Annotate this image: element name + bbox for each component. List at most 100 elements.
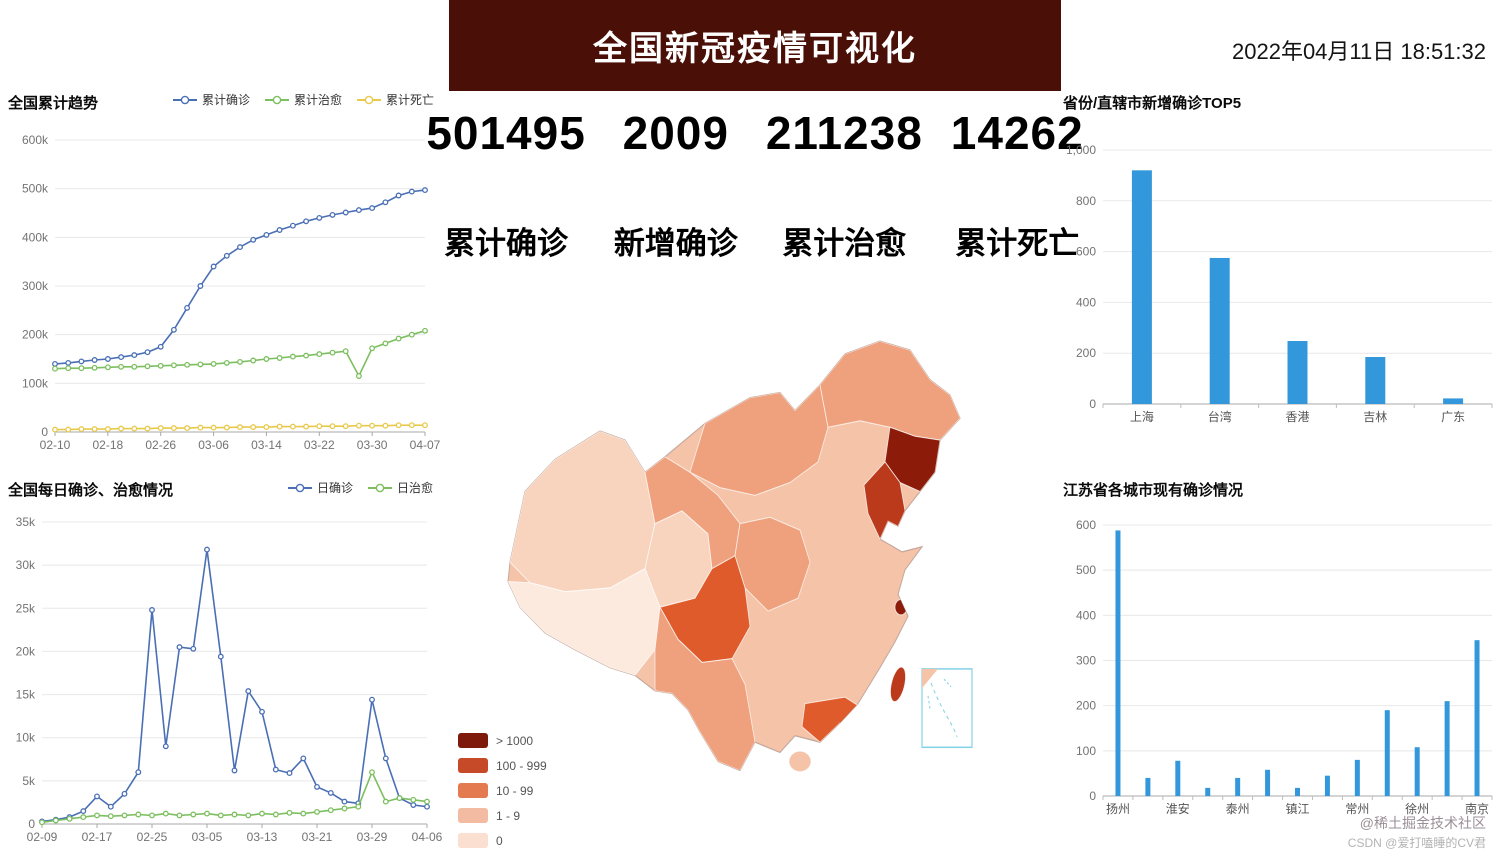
bar-上海[interactable] <box>1131 170 1152 404</box>
data-point <box>157 362 164 369</box>
legend-item-日确诊[interactable]: 日确诊 <box>287 479 353 496</box>
map-region-hainan[interactable] <box>788 750 812 773</box>
daily-cases-chart[interactable]: 0 5k 10k 15k 20k 25k 30k 35k 02-09 02-17 02-25 03-0… <box>2 503 448 853</box>
data-point <box>369 345 376 352</box>
data-point <box>410 802 417 808</box>
data-point <box>237 244 243 251</box>
bar-镇江[interactable] <box>1295 787 1300 796</box>
data-point <box>369 696 375 703</box>
x-tick-label: 02-17 <box>82 830 113 844</box>
data-point <box>369 769 375 776</box>
bar-item-9[interactable] <box>1384 710 1390 796</box>
legend-item-累计确诊[interactable]: 累计确诊 <box>172 91 250 108</box>
bar-徐州[interactable] <box>1414 747 1420 796</box>
legend-item-日治愈[interactable]: 日治愈 <box>367 479 433 496</box>
data-point <box>197 283 204 289</box>
data-point <box>149 607 155 613</box>
y-tick-label: 200 <box>1076 346 1096 360</box>
data-point <box>204 546 210 553</box>
data-point <box>91 357 98 363</box>
x-tick-label: 03-30 <box>357 438 388 452</box>
data-point <box>300 810 307 817</box>
data-point <box>210 263 217 270</box>
bar-南京[interactable] <box>1474 640 1480 796</box>
data-point <box>149 812 155 819</box>
data-point <box>263 231 270 238</box>
data-point <box>190 811 197 818</box>
cumulative-trend-legend: 累计确诊 累计治愈 累计死亡 <box>172 91 434 108</box>
y-tick-label: 600k <box>22 133 49 147</box>
data-point <box>289 423 296 430</box>
x-tick-label: 镇江 <box>1285 802 1309 816</box>
x-tick-label: 常州 <box>1345 802 1369 816</box>
legend-line-icon <box>173 95 197 104</box>
data-point <box>272 766 279 773</box>
map-region-shanghai[interactable] <box>894 598 908 616</box>
bar-item-5[interactable] <box>1265 769 1271 796</box>
top5-provinces-bar-chart[interactable]: 0 200 400 600 800 1,000 上海 台湾 香港 吉林 广东 <box>1058 116 1508 432</box>
x-tick-label: 04-07 <box>410 438 441 452</box>
x-tick-label: 扬州 <box>1106 801 1130 816</box>
china-choropleth-map[interactable] <box>450 318 1015 800</box>
data-point <box>131 363 138 370</box>
bar-item-1[interactable] <box>1145 777 1151 796</box>
data-point <box>355 373 362 379</box>
bar-item-11[interactable] <box>1444 701 1450 796</box>
data-point <box>259 810 265 817</box>
map-region-heilongjiang[interactable] <box>819 341 960 441</box>
data-point <box>176 812 183 819</box>
map-legend-row: 0 <box>458 833 547 848</box>
bar-淮安[interactable] <box>1175 760 1181 796</box>
bar-item-3[interactable] <box>1205 787 1211 796</box>
cumulative-svg: 0 100k 200k 300k 400k 500k 600k 02-10 02-18 02-26… <box>22 133 441 452</box>
y-tick-label: 200k <box>22 328 49 342</box>
legend-item-累计死亡[interactable]: 累计死亡 <box>356 91 434 108</box>
y-tick-label: 500k <box>22 182 49 196</box>
daily-cases-title: 全国每日确诊、治愈情况 <box>8 482 174 499</box>
x-tick-label: 香港 <box>1285 410 1309 424</box>
data-point <box>408 188 415 195</box>
legend-item-累计治愈[interactable]: 累计治愈 <box>264 91 342 108</box>
data-point <box>170 362 177 369</box>
legend-line-icon <box>357 95 382 104</box>
series-line-累计确诊[interactable] <box>54 189 426 365</box>
data-point <box>382 199 389 206</box>
data-point <box>263 356 270 362</box>
map-legend-swatch <box>458 733 488 748</box>
data-point <box>121 790 128 797</box>
cumulative-trend-chart[interactable]: 0 100k 200k 300k 400k 500k 600k 02-10 02-18 02-26… <box>2 116 448 458</box>
data-point <box>327 807 334 814</box>
map-region-xinjiang[interactable] <box>509 430 656 593</box>
bar-泰州[interactable] <box>1235 777 1241 796</box>
x-tick-label: 淮安 <box>1166 801 1190 816</box>
y-tick-label: 0 <box>41 425 48 439</box>
x-tick-label: 03-29 <box>357 830 388 844</box>
bar-扬州[interactable] <box>1115 530 1121 796</box>
data-point <box>342 209 349 216</box>
y-tick-label: 0 <box>28 817 35 831</box>
map-region-liaoning[interactable] <box>863 461 906 541</box>
map-region-taiwan[interactable] <box>887 665 908 704</box>
data-point <box>422 422 428 429</box>
map-legend-label: 1 - 9 <box>496 808 521 823</box>
data-point <box>52 426 58 433</box>
data-point <box>184 304 191 311</box>
bar-常州[interactable] <box>1354 759 1360 796</box>
bar-广东[interactable] <box>1443 398 1464 404</box>
data-point <box>355 803 362 810</box>
legend-label: 累计死亡 <box>386 93 435 107</box>
legend-line-icon <box>368 483 393 492</box>
data-point <box>157 343 164 350</box>
data-point <box>223 359 230 366</box>
bar-台湾[interactable] <box>1209 257 1230 404</box>
data-point <box>395 335 402 342</box>
bar-香港[interactable] <box>1287 341 1308 404</box>
jiangsu-cities-bar-chart[interactable]: 0 100 200 300 400 500 600 扬州 淮安 泰州 镇江 常州 徐州 南京 <box>1058 503 1508 821</box>
y-tick-label: 100k <box>22 376 49 390</box>
series-line-累计治愈[interactable] <box>54 330 426 378</box>
bar-item-7[interactable] <box>1324 775 1330 796</box>
map-region-guangdong[interactable] <box>801 696 866 743</box>
y-tick-label: 800 <box>1076 194 1096 208</box>
data-point <box>91 426 98 433</box>
bar-吉林[interactable] <box>1365 357 1386 404</box>
